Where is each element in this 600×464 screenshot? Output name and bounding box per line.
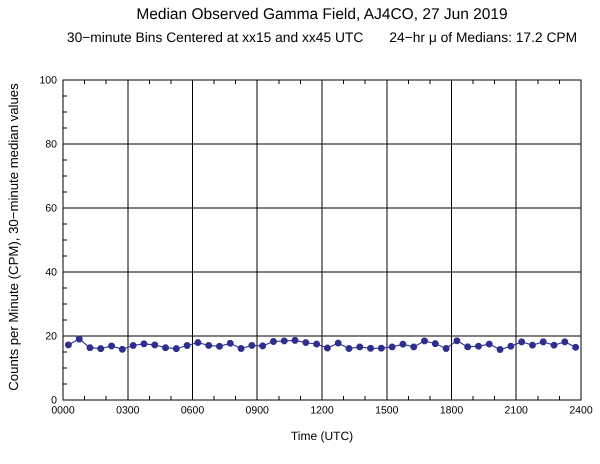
svg-text:60: 60 (45, 203, 57, 215)
svg-text:Time (UTC): Time (UTC) (291, 429, 353, 443)
svg-text:100: 100 (39, 75, 57, 87)
svg-text:2100: 2100 (505, 405, 529, 417)
svg-text:80: 80 (45, 139, 57, 151)
svg-text:30−minute Bins Centered at xx1: 30−minute Bins Centered at xx15 and xx45… (67, 30, 577, 45)
svg-text:Counts per Minute (CPM), 30−mi: Counts per Minute (CPM), 30−minute media… (6, 83, 21, 391)
svg-text:40: 40 (45, 267, 57, 279)
svg-text:1500: 1500 (375, 405, 399, 417)
svg-text:0900: 0900 (246, 405, 270, 417)
svg-text:0600: 0600 (181, 405, 205, 417)
svg-text:Median Observed Gamma Field, A: Median Observed Gamma Field, AJ4CO, 27 J… (136, 6, 507, 23)
svg-text:0000: 0000 (51, 405, 75, 417)
svg-text:2400: 2400 (569, 405, 593, 417)
svg-text:1800: 1800 (440, 405, 464, 417)
svg-text:1200: 1200 (310, 405, 334, 417)
svg-text:0300: 0300 (116, 405, 140, 417)
svg-text:20: 20 (45, 331, 57, 343)
